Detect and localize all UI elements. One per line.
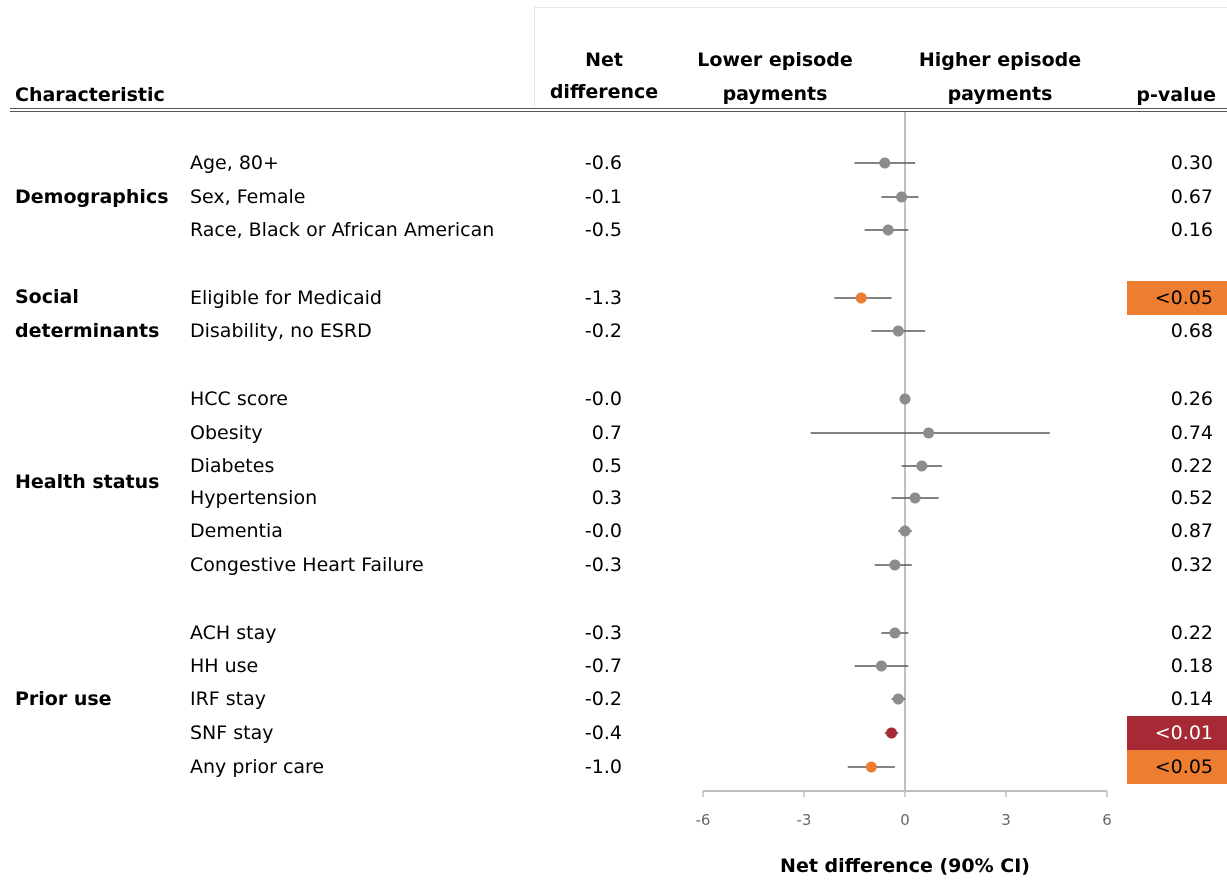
left-guide xyxy=(534,7,535,107)
p-value-cell: 0.16 xyxy=(1170,219,1213,241)
header-divider-2 xyxy=(10,111,1227,112)
row-label: ACH stay xyxy=(190,622,277,644)
row-label: Hypertension xyxy=(190,487,318,509)
row-label: IRF stay xyxy=(190,688,267,710)
net-difference-value: -0.0 xyxy=(584,388,622,410)
header-pvalue: p-value xyxy=(1136,84,1216,106)
net-difference-value: -0.0 xyxy=(584,520,622,542)
header-higher-line2: payments xyxy=(947,83,1053,105)
net-difference-value: -0.3 xyxy=(584,622,622,644)
x-tick-label: -6 xyxy=(696,811,711,829)
estimate-point xyxy=(892,325,904,337)
estimate-point xyxy=(899,525,911,537)
group-label: Demographics xyxy=(15,186,169,208)
estimate-point xyxy=(879,157,891,169)
p-value-cell: <0.05 xyxy=(1127,750,1227,784)
p-value-cell: <0.01 xyxy=(1127,716,1227,750)
x-tick-label: 0 xyxy=(900,811,910,829)
estimate-point xyxy=(916,460,928,472)
row-label: Sex, Female xyxy=(190,186,306,208)
net-difference-value: -0.6 xyxy=(584,152,622,174)
row-label: Eligible for Medicaid xyxy=(190,287,382,309)
net-difference-value: -0.1 xyxy=(584,186,622,208)
net-difference-value: -0.2 xyxy=(584,320,622,342)
p-value-cell: 0.74 xyxy=(1170,422,1213,444)
row-label: Obesity xyxy=(190,422,263,444)
net-difference-value: -0.2 xyxy=(584,688,622,710)
row-label: Age, 80+ xyxy=(190,152,279,174)
estimate-point xyxy=(889,627,901,639)
row-label: Dementia xyxy=(190,520,283,542)
row-label: SNF stay xyxy=(190,722,274,744)
estimate-point xyxy=(896,191,908,203)
x-axis-title: Net difference (90% CI) xyxy=(780,855,1030,877)
net-difference-value: 0.5 xyxy=(591,455,622,477)
net-difference-value: 0.7 xyxy=(591,422,622,444)
p-value-cell: 0.22 xyxy=(1170,455,1213,477)
estimate-point xyxy=(889,559,901,571)
p-value-cell: 0.22 xyxy=(1170,622,1213,644)
x-tick-label: 3 xyxy=(1001,811,1011,829)
row-label: HCC score xyxy=(190,388,288,410)
top-guide xyxy=(534,7,1227,8)
group-label: Social xyxy=(15,286,79,308)
p-value-cell: 0.87 xyxy=(1170,520,1213,542)
x-tick-label: -3 xyxy=(797,811,812,829)
estimate-point xyxy=(865,761,877,773)
p-value-cell: 0.26 xyxy=(1170,388,1213,410)
group-label: Prior use xyxy=(15,688,112,710)
net-difference-value: -1.3 xyxy=(584,287,622,309)
row-label: HH use xyxy=(190,655,259,677)
net-difference-value: -0.3 xyxy=(584,554,622,576)
p-value-cell: 0.32 xyxy=(1170,554,1213,576)
net-difference-value: -0.4 xyxy=(584,722,622,744)
row-label: Any prior care xyxy=(190,756,325,778)
estimate-point xyxy=(875,660,887,672)
x-tick-label: 6 xyxy=(1102,811,1112,829)
row-label: Diabetes xyxy=(190,455,275,477)
p-value-cell: <0.05 xyxy=(1127,281,1227,315)
p-value-cell: 0.14 xyxy=(1170,688,1213,710)
header-lower-line1: Lower episode xyxy=(697,49,853,71)
row-label: Disability, no ESRD xyxy=(190,320,372,342)
estimate-point xyxy=(899,393,911,405)
net-difference-value: -0.7 xyxy=(584,655,622,677)
header-divider xyxy=(10,108,1227,109)
p-value-cell: 0.18 xyxy=(1170,655,1213,677)
row-label: Race, Black or African American xyxy=(190,219,495,241)
net-difference-value: -0.5 xyxy=(584,219,622,241)
estimate-point xyxy=(886,727,898,739)
p-value-cell: 0.67 xyxy=(1170,186,1213,208)
net-difference-value: -1.0 xyxy=(584,756,622,778)
p-value-cell: 0.68 xyxy=(1170,320,1213,342)
header-higher-line1: Higher episode xyxy=(918,49,1082,71)
header-lower-line2: payments xyxy=(722,83,828,105)
group-label: determinants xyxy=(15,320,160,342)
header-characteristic: Characteristic xyxy=(15,84,165,106)
p-value-cell: 0.30 xyxy=(1170,152,1213,174)
estimate-point xyxy=(923,427,935,439)
estimate-point xyxy=(855,292,867,304)
net-difference-value: 0.3 xyxy=(591,487,622,509)
estimate-point xyxy=(882,224,894,236)
header-net-line1: Net xyxy=(585,49,623,71)
group-label: Health status xyxy=(15,471,160,493)
header-net-line2: difference xyxy=(549,81,659,103)
estimate-point xyxy=(892,693,904,705)
estimate-point xyxy=(909,492,921,504)
p-value-cell: 0.52 xyxy=(1170,487,1213,509)
row-label: Congestive Heart Failure xyxy=(190,554,424,576)
